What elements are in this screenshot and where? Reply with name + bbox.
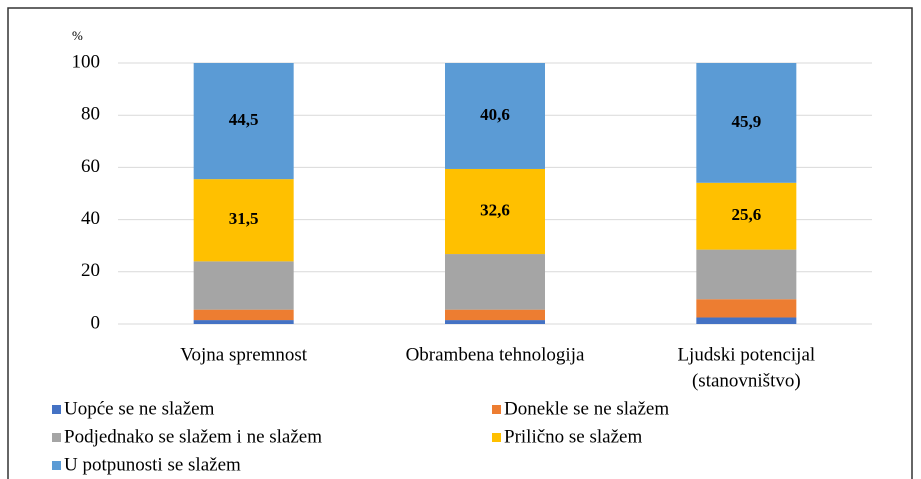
- bar-segment: [696, 182, 797, 250]
- legend-label: Prilično se slažem: [504, 426, 642, 447]
- legend-label: Uopće se ne slažem: [64, 398, 215, 419]
- x-tick-label: Obrambena tehnologija: [406, 344, 585, 365]
- bar-segment: [445, 254, 545, 310]
- y-tick-label: 0: [91, 312, 101, 333]
- legend-label: Podjednako se slažem i ne slažem: [64, 426, 322, 447]
- bar-segment: [193, 179, 294, 262]
- bar-segment: [193, 261, 294, 310]
- y-tick-label: 100: [72, 51, 101, 72]
- bar-segment: [445, 320, 545, 324]
- legend-swatch: [52, 461, 61, 470]
- bar-segment: [696, 317, 797, 324]
- value-label: 31,5: [229, 209, 259, 228]
- bar-segment: [696, 63, 797, 183]
- bar-segment: [193, 320, 294, 324]
- x-tick-label: (stanovništvo): [692, 370, 801, 391]
- y-tick-label: 60: [81, 156, 100, 177]
- y-tick-label: 80: [81, 104, 100, 125]
- bar-segment: [696, 299, 797, 318]
- bar-segment: [193, 309, 294, 321]
- bar-segment: [445, 63, 545, 169]
- y-tick-label: 40: [81, 208, 100, 229]
- bar-segment: [696, 249, 797, 300]
- x-tick-label: Ljudski potencijal: [677, 344, 815, 365]
- value-label: 44,5: [229, 110, 259, 129]
- value-label: 40,6: [480, 105, 510, 124]
- value-label: 32,6: [480, 200, 510, 219]
- x-tick-label: Vojna spremnost: [180, 344, 308, 365]
- legend-swatch: [492, 405, 501, 414]
- bar-segment: [445, 168, 545, 255]
- bar-segment: [193, 63, 294, 180]
- legend-label: Donekle se ne slažem: [504, 398, 669, 419]
- value-label: 45,9: [731, 112, 761, 131]
- bar-segment: [445, 309, 545, 321]
- legend-label: U potpunosti se slažem: [64, 454, 241, 475]
- y-unit-label: %: [72, 28, 83, 43]
- y-tick-label: 20: [81, 260, 100, 281]
- legend-swatch: [492, 433, 501, 442]
- legend-swatch: [52, 433, 61, 442]
- value-label: 25,6: [731, 205, 761, 224]
- legend-swatch: [52, 405, 61, 414]
